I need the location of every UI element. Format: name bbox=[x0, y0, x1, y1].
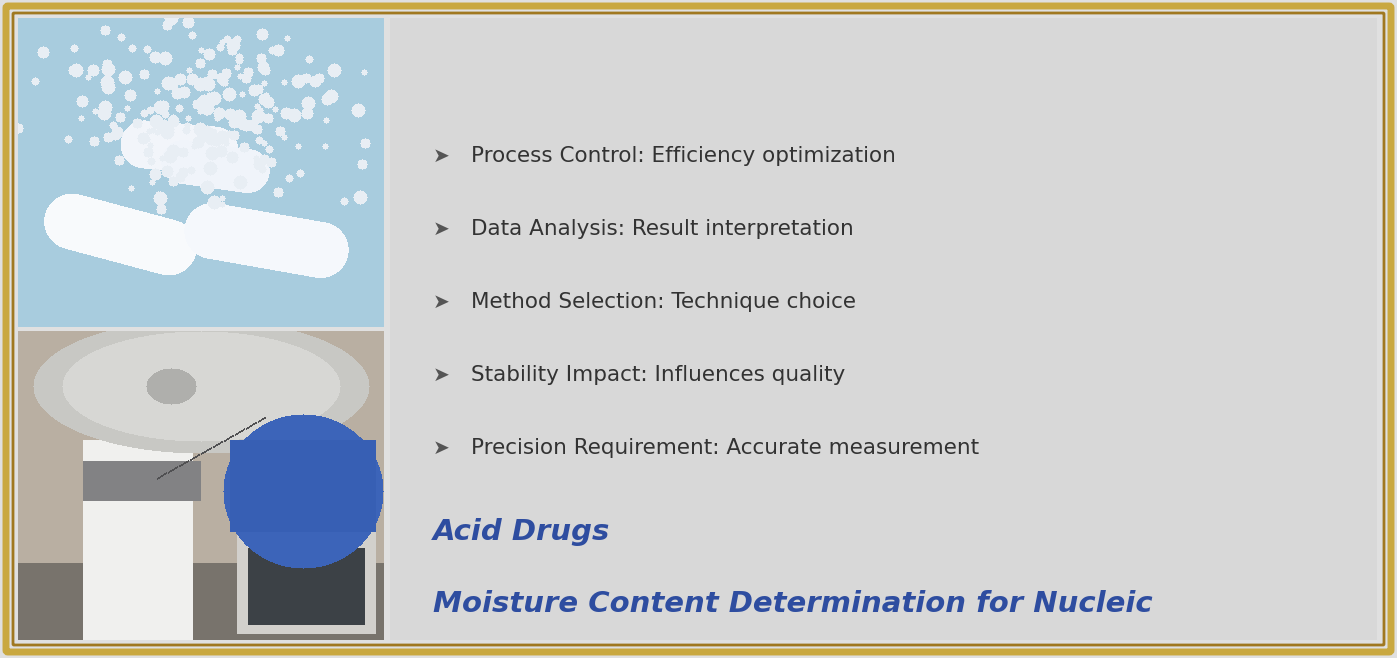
Text: Stability Impact: Influences quality: Stability Impact: Influences quality bbox=[471, 365, 845, 385]
FancyBboxPatch shape bbox=[18, 18, 384, 327]
FancyBboxPatch shape bbox=[6, 6, 1391, 652]
Text: Precision Requirement: Accurate measurement: Precision Requirement: Accurate measurem… bbox=[471, 438, 979, 458]
Text: ➤: ➤ bbox=[433, 293, 450, 311]
Text: Acid Drugs: Acid Drugs bbox=[433, 518, 610, 546]
FancyBboxPatch shape bbox=[13, 13, 1384, 645]
FancyBboxPatch shape bbox=[390, 18, 1377, 640]
Text: Method Selection: Technique choice: Method Selection: Technique choice bbox=[471, 292, 856, 312]
Text: ➤: ➤ bbox=[433, 220, 450, 238]
Text: ➤: ➤ bbox=[433, 365, 450, 384]
Text: Moisture Content Determination for Nucleic: Moisture Content Determination for Nucle… bbox=[433, 590, 1153, 618]
Text: ➤: ➤ bbox=[433, 147, 450, 166]
Text: Process Control: Efficiency optimization: Process Control: Efficiency optimization bbox=[471, 146, 895, 166]
Text: ➤: ➤ bbox=[433, 438, 450, 457]
Text: Data Analysis: Result interpretation: Data Analysis: Result interpretation bbox=[471, 219, 854, 239]
